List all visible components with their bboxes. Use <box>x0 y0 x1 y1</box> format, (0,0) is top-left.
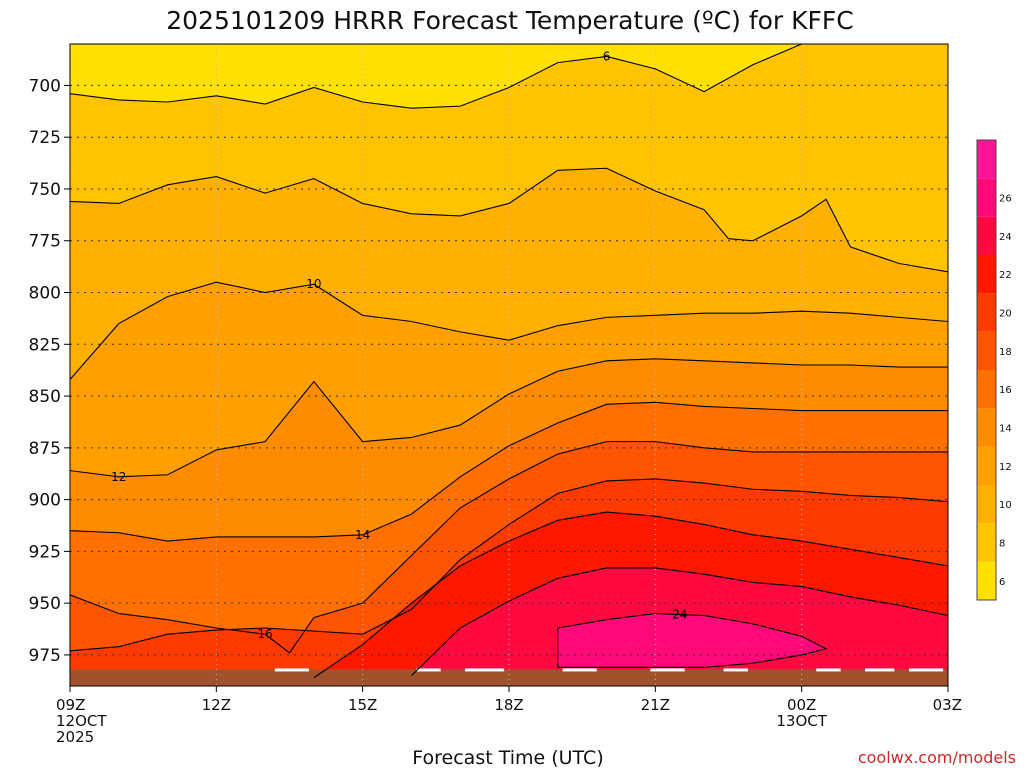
colorbar-swatch <box>977 216 996 255</box>
y-tick-label: 875 <box>29 439 61 459</box>
contour-line-16 <box>70 441 948 654</box>
colorbar-label: 24 <box>999 232 1012 243</box>
colorbar-swatch <box>977 255 996 294</box>
colorbar-label: 16 <box>999 385 1012 396</box>
colorbar-swatch <box>977 408 996 447</box>
colorbar-swatch <box>977 485 996 524</box>
y-tick-label: 750 <box>29 180 61 200</box>
colorbar-swatch <box>977 446 996 485</box>
band-above-24 <box>557 613 827 668</box>
x-tick-label: 09Z <box>56 696 85 714</box>
terrain-gap <box>274 668 310 672</box>
contour-line-8 <box>70 167 948 273</box>
colorbar-label: 14 <box>999 424 1012 435</box>
source-credit: coolwx.com/models <box>858 748 1016 767</box>
colorbar-swatch <box>977 331 996 370</box>
y-tick-label: 800 <box>29 284 61 304</box>
colorbar-label: 22 <box>999 270 1012 281</box>
terrain-gap <box>562 668 597 672</box>
colorbar-swatch <box>977 523 996 562</box>
x-tick-label: 21Z <box>641 696 670 714</box>
terrain-gap <box>816 668 841 672</box>
x-axis-title: Forecast Time (UTC) <box>412 747 603 768</box>
contour-label-16: 16 <box>257 627 272 641</box>
terrain-gap <box>908 668 944 672</box>
y-tick-label: 775 <box>29 232 61 252</box>
y-tick-label: 900 <box>29 491 61 511</box>
x-tick-label: 15Z <box>348 696 377 714</box>
contour-line-18 <box>70 478 948 652</box>
contour-line-22 <box>411 567 948 677</box>
colorbar-label: 8 <box>999 539 1005 550</box>
x-tick-label: 18Z <box>494 696 523 714</box>
colorbar-swatch <box>977 561 996 600</box>
contour-label-14: 14 <box>355 528 370 542</box>
y-tick-label: 975 <box>29 646 61 666</box>
colorbar-swatch <box>977 178 996 217</box>
x-tick-label: 00Z <box>787 696 816 714</box>
colorbar-frame <box>976 139 997 601</box>
y-tick-label: 825 <box>29 335 61 355</box>
y-tick-label: 925 <box>29 542 61 562</box>
x-tick-label: 03Z <box>933 696 962 714</box>
contour-label-12: 12 <box>111 470 126 484</box>
terrain-gap <box>416 668 441 672</box>
colorbar-label: 6 <box>999 577 1005 588</box>
contour-line-24 <box>557 612 828 668</box>
colorbar-label: 18 <box>999 347 1012 358</box>
x-tick-label: 12Z <box>202 696 231 714</box>
x-tick-label: 12OCT <box>56 712 107 730</box>
colorbar-label: 12 <box>999 462 1012 473</box>
terrain-gap <box>465 668 505 672</box>
x-tick-label: 13OCT <box>776 712 827 730</box>
colorbar: 6 8 10 12 14 16 18 20 22 24 26 <box>976 139 1012 601</box>
axes: 70072575077580082585087590092595097509Z1… <box>29 43 962 746</box>
y-tick-label: 725 <box>29 128 61 148</box>
contour-label-10: 10 <box>306 277 321 291</box>
contour-line-10 <box>70 281 948 380</box>
colorbar-swatch <box>977 293 996 332</box>
colorbar-swatch <box>977 140 996 179</box>
contour-line-6 <box>70 44 809 109</box>
chart-title: 2025101209 HRRR Forecast Temperature (ºC… <box>166 6 854 35</box>
plot-area <box>70 44 948 686</box>
terrain-gap <box>650 668 685 672</box>
colorbar-label: 10 <box>999 500 1012 511</box>
colorbar-swatch <box>977 370 996 409</box>
terrain-gap <box>723 668 749 672</box>
contour-label-6: 6 <box>603 49 611 63</box>
x-tick-label: 2025 <box>56 728 94 746</box>
terrain-gap <box>865 668 895 672</box>
contour-line-20 <box>313 511 948 679</box>
colorbar-label: 26 <box>999 194 1012 205</box>
contour-label-24: 24 <box>672 608 687 622</box>
y-tick-label: 850 <box>29 387 61 407</box>
contour-line-14 <box>70 401 948 542</box>
y-tick-label: 700 <box>29 76 61 96</box>
colorbar-label: 20 <box>999 309 1012 320</box>
y-tick-label: 950 <box>29 594 61 614</box>
terrain-surface <box>70 669 948 686</box>
contour-line-12 <box>70 358 948 478</box>
contour-lines: 6 10 12 14 16 24 <box>70 44 948 679</box>
